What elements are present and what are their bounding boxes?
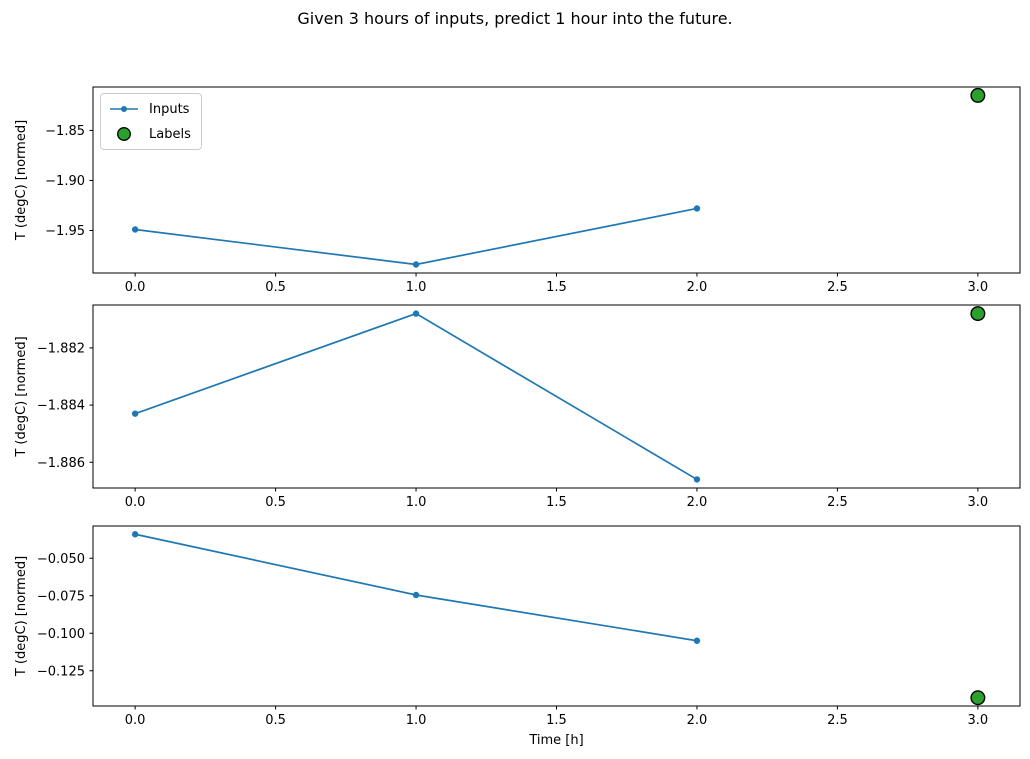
x-tick-label: 2.0 <box>687 280 708 295</box>
inputs-point <box>131 410 139 417</box>
legend-item-inputs: Inputs <box>109 99 191 119</box>
x-tick-label: 1.5 <box>546 280 567 295</box>
y-tick-label: −1.95 <box>45 224 85 239</box>
inputs-point <box>412 591 420 599</box>
inputs-line <box>134 312 698 481</box>
x-tick-label: 1.0 <box>406 495 427 510</box>
figure-title: Given 3 hours of inputs, predict 1 hour … <box>297 9 733 28</box>
x-tick-label: 3.0 <box>968 280 989 295</box>
labels-point <box>970 690 986 706</box>
legend: Inputs Labels <box>100 93 202 150</box>
y-axis-label: T (degC) [normed] <box>14 120 29 241</box>
labels-circle-sample-icon <box>117 127 131 141</box>
y-axis-label: T (degC) [normed] <box>14 556 29 677</box>
x-axis-label: Time [h] <box>528 733 583 748</box>
inputs-point <box>412 310 420 317</box>
y-tick-label: −1.886 <box>37 456 85 471</box>
labels-point <box>970 87 986 103</box>
subplot-1: 0.0 0.5 1.0 1.5 2.0 2.5 3.0 −1.85 −1.90 −1.95 T (d… <box>14 86 1021 295</box>
y-tick-label: −0.125 <box>37 664 85 679</box>
axes-frame <box>92 86 1021 274</box>
subplot-2: 0.0 0.5 1.0 1.5 2.0 2.5 3.0 −1.882 −1.884 −1.886 T… <box>14 304 1021 510</box>
y-tick-label: −0.100 <box>37 627 85 642</box>
x-tick-label: 0.5 <box>265 280 286 295</box>
x-tick-label: 0.5 <box>265 495 286 510</box>
legend-label-labels: Labels <box>149 126 191 142</box>
inputs-line-sample-icon <box>110 106 138 112</box>
x-tick-label: 2.0 <box>687 713 708 728</box>
y-tick-label: −1.90 <box>45 174 85 189</box>
labels-point <box>970 306 986 322</box>
inputs-point <box>693 637 701 644</box>
x-tick-label: 1.0 <box>406 713 427 728</box>
y-tick-label: −1.884 <box>37 399 85 414</box>
x-tick-label: 0.0 <box>125 495 146 510</box>
inputs-point <box>131 226 139 233</box>
inputs-point <box>131 531 139 538</box>
x-tick-label: 2.5 <box>827 495 848 510</box>
x-tick-label: 1.0 <box>406 280 427 295</box>
axes-frame <box>92 525 1021 707</box>
x-tick-label: 0.0 <box>125 280 146 295</box>
y-tick-label: −1.882 <box>37 341 85 356</box>
x-tick-label: 0.0 <box>125 713 146 728</box>
legend-item-labels: Labels <box>109 124 191 144</box>
inputs-point <box>693 205 701 212</box>
inputs-point <box>412 261 420 268</box>
inputs-line <box>135 207 698 266</box>
legend-label-inputs: Inputs <box>149 101 190 117</box>
x-tick-label: 2.0 <box>687 495 708 510</box>
inputs-point <box>693 476 701 483</box>
x-tick-label: 2.5 <box>827 713 848 728</box>
x-tick-label: 3.0 <box>968 713 989 728</box>
x-tick-label: 0.5 <box>265 713 286 728</box>
y-tick-label: −0.050 <box>37 552 85 567</box>
x-tick-label: 1.5 <box>546 495 567 510</box>
x-tick-label: 3.0 <box>968 495 989 510</box>
subplot-3: 0.0 0.5 1.0 1.5 2.0 2.5 3.0 −0.050 −0.075 −0.100 −… <box>14 525 1021 748</box>
y-tick-label: −1.85 <box>45 124 85 139</box>
y-tick-label: −0.075 <box>37 589 85 604</box>
x-tick-label: 2.5 <box>827 280 848 295</box>
y-axis-label: T (degC) [normed] <box>14 336 29 457</box>
inputs-line <box>134 533 698 642</box>
x-tick-label: 1.5 <box>546 713 567 728</box>
